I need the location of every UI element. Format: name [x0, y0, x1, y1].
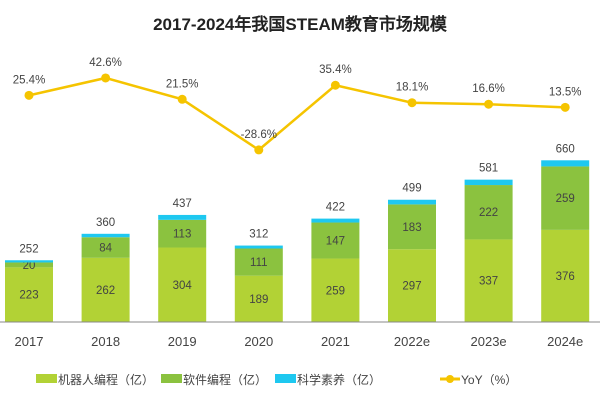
bar-segment — [541, 160, 590, 167]
yoy-label: 13.5% — [549, 86, 582, 98]
bar-segment — [81, 257, 130, 322]
legend-swatch — [36, 374, 57, 383]
bar-segment — [311, 258, 360, 322]
total-label: 437 — [173, 198, 192, 210]
bar-segment — [5, 262, 53, 268]
data-label: 223 — [19, 290, 38, 302]
data-label: 376 — [556, 271, 575, 283]
data-label: 337 — [479, 276, 498, 288]
yoy-label: 16.6% — [472, 83, 505, 95]
legend-label: 机器人编程（亿） — [58, 372, 154, 387]
data-label: 20 — [23, 260, 36, 272]
yoy-point — [560, 102, 570, 112]
bar-segment — [311, 218, 360, 223]
data-label: 111 — [250, 257, 267, 269]
bar-segment — [541, 229, 590, 322]
bar-segment — [5, 260, 53, 263]
legend-swatch — [161, 374, 182, 383]
data-label: 189 — [249, 294, 268, 306]
total-label: 660 — [556, 143, 575, 155]
bar-segment — [464, 185, 513, 240]
x-tick-label: 2018 — [91, 334, 120, 349]
yoy-point — [24, 90, 34, 100]
x-tick-label: 2019 — [168, 334, 197, 349]
bar-segment — [158, 219, 207, 248]
bar-segment — [81, 237, 130, 258]
data-label: 147 — [326, 236, 345, 248]
yoy-label: 35.4% — [319, 64, 352, 76]
bar-segment — [311, 222, 360, 259]
total-label: 499 — [402, 183, 421, 195]
yoy-label: -28.6% — [241, 129, 277, 141]
yoy-label: 18.1% — [396, 82, 429, 94]
bar-segment — [388, 249, 436, 322]
x-tick-label: 2022e — [394, 334, 430, 349]
data-label: 262 — [96, 285, 115, 297]
bar-segment — [234, 275, 283, 322]
total-label: 581 — [479, 163, 498, 175]
yoy-label: 25.4% — [13, 74, 46, 86]
yoy-point — [484, 99, 494, 109]
yoy-label: 21.5% — [166, 78, 199, 90]
x-tick-label: 2021 — [321, 334, 350, 349]
chart-title: 2017-2024年我国STEAM教育市场规模 — [153, 14, 448, 34]
yoy-label: 42.6% — [89, 57, 122, 69]
legend-label: 科学素养（亿） — [297, 372, 381, 387]
data-label: 259 — [326, 285, 345, 297]
total-label: 422 — [326, 202, 345, 214]
bar-segment — [81, 233, 130, 238]
x-tick-label: 2023e — [471, 334, 507, 349]
yoy-point — [254, 145, 264, 155]
yoy-point — [177, 94, 187, 104]
x-tick-label: 2017 — [15, 334, 44, 349]
data-label: 304 — [173, 280, 193, 292]
bar-segment — [464, 239, 513, 322]
bar-segment — [158, 214, 207, 220]
bar-segment — [158, 247, 207, 322]
x-tick-label: 2020 — [244, 334, 273, 349]
yoy-point — [330, 80, 340, 90]
total-label: 312 — [249, 229, 268, 241]
legend-swatch — [275, 374, 296, 383]
data-label: 222 — [479, 207, 498, 219]
bar-segment — [388, 204, 436, 250]
data-label: 183 — [402, 222, 421, 234]
x-tick-label: 2024e — [547, 334, 583, 349]
data-label: 259 — [556, 193, 575, 205]
bar-segment — [464, 179, 513, 186]
yoy-point — [407, 98, 417, 108]
yoy-line — [28, 76, 566, 152]
legend-label: 软件编程（亿） — [183, 372, 267, 387]
total-label: 360 — [96, 217, 115, 229]
bar-segment — [234, 248, 283, 276]
legend-marker — [446, 375, 454, 383]
bar-segment — [541, 166, 590, 230]
data-label: 113 — [173, 229, 191, 241]
bar-segment — [388, 199, 436, 205]
data-label: 84 — [99, 243, 112, 255]
data-label: 297 — [402, 281, 421, 293]
total-label: 252 — [19, 243, 38, 255]
bar-segment — [234, 245, 283, 249]
bar-segment — [5, 267, 53, 322]
yoy-point — [101, 73, 111, 83]
legend-label: YoY（%） — [461, 373, 517, 387]
